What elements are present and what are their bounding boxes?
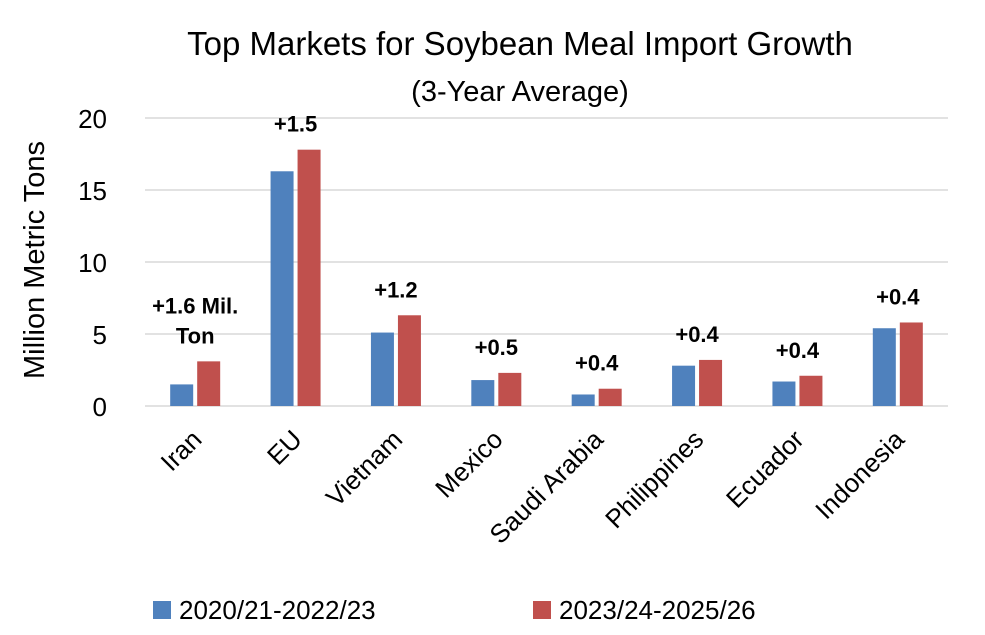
- legend-swatch: [153, 601, 171, 619]
- y-tick-label: 10: [78, 248, 107, 278]
- y-tick-label: 20: [78, 104, 107, 134]
- gridlines: [145, 117, 948, 407]
- bar-2: [197, 361, 221, 406]
- bar-1: [872, 328, 896, 406]
- chart-title: Top Markets for Soybean Meal Import Grow…: [187, 25, 853, 62]
- x-tick-label: Vietnam: [320, 424, 408, 512]
- bar-1: [571, 394, 595, 406]
- bar-2: [297, 149, 321, 406]
- bar-1: [471, 380, 495, 406]
- y-axis-ticks: 0 5 10 15 20: [78, 104, 107, 422]
- legend-label: 2023/24-2025/26: [559, 595, 756, 625]
- x-tick-label: Indonesia: [809, 424, 910, 525]
- annotation-label: +0.4: [876, 284, 920, 309]
- x-tick-label: Mexico: [429, 424, 508, 503]
- annotation-label: +1.5: [274, 112, 317, 137]
- bar-2: [397, 315, 421, 406]
- legend-swatch: [533, 601, 551, 619]
- x-tick-label: Ecuador: [720, 424, 810, 514]
- y-tick-label: 15: [78, 176, 107, 206]
- annotation-label: +1.2: [374, 277, 417, 302]
- legend: 2020/21-2022/23 2023/24-2025/26: [153, 595, 756, 625]
- y-tick-label: 0: [93, 392, 107, 422]
- bar-1: [270, 171, 294, 406]
- x-tick-label: Iran: [155, 424, 208, 477]
- annotations: +1.6 Mil. Ton +1.5 +1.2 +0.5 +0.4 +0.4 +0.4 +0.4: [152, 112, 920, 376]
- bars: [170, 149, 923, 406]
- bar-2: [498, 372, 522, 406]
- chart-subtitle: (3-Year Average): [411, 76, 629, 108]
- bar-2: [799, 375, 823, 406]
- bar-2: [598, 388, 622, 406]
- annotation-label: +0.4: [675, 322, 719, 347]
- bar-2: [899, 322, 923, 406]
- annotation-label: +0.4: [575, 351, 619, 376]
- y-axis-label: Million Metric Tons: [19, 141, 51, 379]
- x-tick-label: EU: [261, 424, 308, 471]
- bar-1: [170, 384, 194, 406]
- bar-1: [672, 365, 696, 406]
- legend-label: 2020/21-2022/23: [179, 595, 376, 625]
- y-tick-label: 5: [93, 320, 107, 350]
- x-tick-label: Philippines: [599, 424, 709, 534]
- bar-2: [699, 359, 723, 406]
- annotation-label: Ton: [176, 323, 215, 348]
- bar-1: [370, 332, 394, 406]
- annotation-label: +1.6 Mil.: [152, 293, 238, 318]
- annotation-label: +0.4: [776, 338, 820, 363]
- bar-1: [772, 381, 796, 406]
- annotation-label: +0.5: [475, 335, 518, 360]
